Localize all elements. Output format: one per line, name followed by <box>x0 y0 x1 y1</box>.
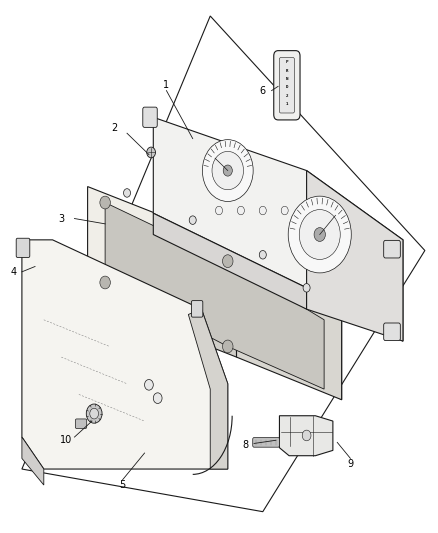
Circle shape <box>100 196 110 209</box>
Circle shape <box>281 206 288 215</box>
Polygon shape <box>22 16 425 512</box>
Circle shape <box>100 276 110 289</box>
Text: 6: 6 <box>260 86 266 95</box>
Circle shape <box>212 151 244 190</box>
FancyBboxPatch shape <box>191 301 203 317</box>
Circle shape <box>237 206 244 215</box>
Polygon shape <box>88 266 237 357</box>
FancyBboxPatch shape <box>16 238 30 257</box>
FancyBboxPatch shape <box>143 107 157 127</box>
Text: 8: 8 <box>242 440 248 450</box>
Text: 4: 4 <box>10 267 16 277</box>
Polygon shape <box>279 416 333 456</box>
Circle shape <box>223 165 232 176</box>
FancyBboxPatch shape <box>75 419 87 429</box>
Circle shape <box>145 379 153 390</box>
Circle shape <box>223 255 233 268</box>
Circle shape <box>288 196 351 273</box>
Circle shape <box>314 228 325 241</box>
Circle shape <box>299 209 340 260</box>
Circle shape <box>202 140 253 201</box>
FancyBboxPatch shape <box>253 438 279 447</box>
Text: R: R <box>286 69 288 72</box>
FancyBboxPatch shape <box>384 323 400 341</box>
Text: 1: 1 <box>163 80 170 90</box>
Text: N: N <box>286 77 288 81</box>
Polygon shape <box>105 203 324 389</box>
Circle shape <box>223 340 233 353</box>
Circle shape <box>303 284 310 292</box>
Polygon shape <box>188 309 228 469</box>
FancyBboxPatch shape <box>274 51 300 120</box>
Text: 3: 3 <box>58 214 64 223</box>
Text: 1: 1 <box>286 102 288 106</box>
Circle shape <box>90 408 99 419</box>
Text: 9: 9 <box>347 459 353 469</box>
Polygon shape <box>22 437 44 485</box>
FancyBboxPatch shape <box>384 240 400 258</box>
Circle shape <box>147 147 155 158</box>
Text: 10: 10 <box>60 435 72 445</box>
Polygon shape <box>153 213 307 309</box>
Circle shape <box>215 206 223 215</box>
FancyBboxPatch shape <box>279 58 294 113</box>
Polygon shape <box>153 117 403 341</box>
Circle shape <box>86 404 102 423</box>
Text: P: P <box>286 60 288 64</box>
Circle shape <box>259 206 266 215</box>
Polygon shape <box>237 245 342 400</box>
Text: 2: 2 <box>111 123 117 133</box>
Text: 2: 2 <box>286 94 288 98</box>
Polygon shape <box>88 187 342 400</box>
Polygon shape <box>22 240 228 469</box>
Circle shape <box>124 189 131 197</box>
Polygon shape <box>307 171 403 341</box>
Circle shape <box>302 430 311 441</box>
Circle shape <box>153 393 162 403</box>
Circle shape <box>189 216 196 224</box>
Circle shape <box>259 251 266 259</box>
Text: D: D <box>286 85 288 90</box>
Text: 5: 5 <box>120 480 126 490</box>
